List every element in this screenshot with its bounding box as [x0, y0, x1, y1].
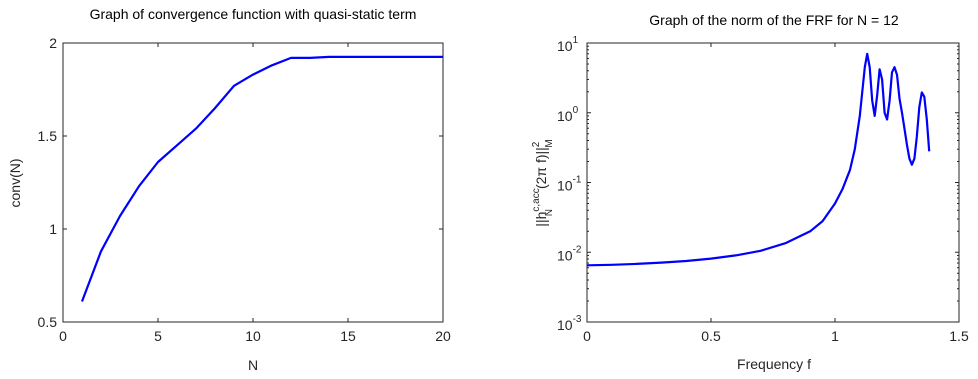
chart-frf-norm: Graph of the norm of the FRF for N = 12 … [531, 12, 969, 372]
x-tick-label: 15 [340, 328, 356, 344]
y-tick-label: 0.5 [38, 314, 58, 330]
x-ticks: 0 5 10 15 20 [59, 43, 451, 344]
y-tick-label: 10-2 [557, 244, 582, 263]
x-axis-label: Frequency f [737, 356, 811, 372]
y-tick-label: 100 [557, 105, 579, 124]
y-tick-label: 1 [49, 221, 57, 237]
x-tick-label: 1 [831, 328, 839, 344]
ylabel-sub2: M [544, 139, 555, 147]
y-tick-label: 1.5 [38, 128, 58, 144]
plot-frame [62, 42, 444, 323]
y-tick-label: 2 [49, 35, 57, 51]
chart-title: Graph of the norm of the FRF for N = 12 [649, 12, 899, 28]
x-tick-label: 10 [245, 328, 261, 344]
y-ticks: 0.5 1 1.5 2 [38, 35, 443, 330]
x-tick-label: 5 [154, 328, 162, 344]
ylabel-main: ||h [533, 212, 549, 227]
x-tick-label: 1.5 [949, 328, 969, 344]
chart-title: Graph of convergence function with quasi… [90, 6, 417, 22]
series-lines [586, 52, 931, 267]
ylabel-sub: N [544, 209, 555, 216]
y-ticks: 10-3 10-2 10-1 100 101 [557, 35, 959, 333]
plot-frame [586, 42, 960, 323]
x-tick-label: 20 [435, 328, 451, 344]
x-tick-label: 0 [59, 328, 67, 344]
series-lines [80, 55, 443, 302]
x-ticks: 0 0.5 1 1.5 [583, 43, 969, 344]
x-tick-label: 0.5 [701, 328, 721, 344]
ylabel-sup2: 2 [531, 141, 542, 147]
y-tick-label: 10-1 [557, 175, 582, 194]
x-tick-label: 0 [583, 328, 591, 344]
chart-convergence: Graph of convergence function with quasi… [7, 6, 451, 373]
series-line [80, 55, 443, 302]
y-axis-label: ||hc,accN (2π f)||2 M [531, 139, 555, 226]
ylabel-mid: (2π f)|| [533, 147, 549, 189]
series-line [586, 52, 931, 267]
y-tick-label: 101 [557, 35, 579, 54]
y-axis-label: conv(N) [7, 158, 23, 207]
y-tick-label: 10-3 [557, 314, 582, 333]
x-axis-label: N [248, 357, 258, 373]
ylabel-sup: c,acc [531, 188, 542, 211]
